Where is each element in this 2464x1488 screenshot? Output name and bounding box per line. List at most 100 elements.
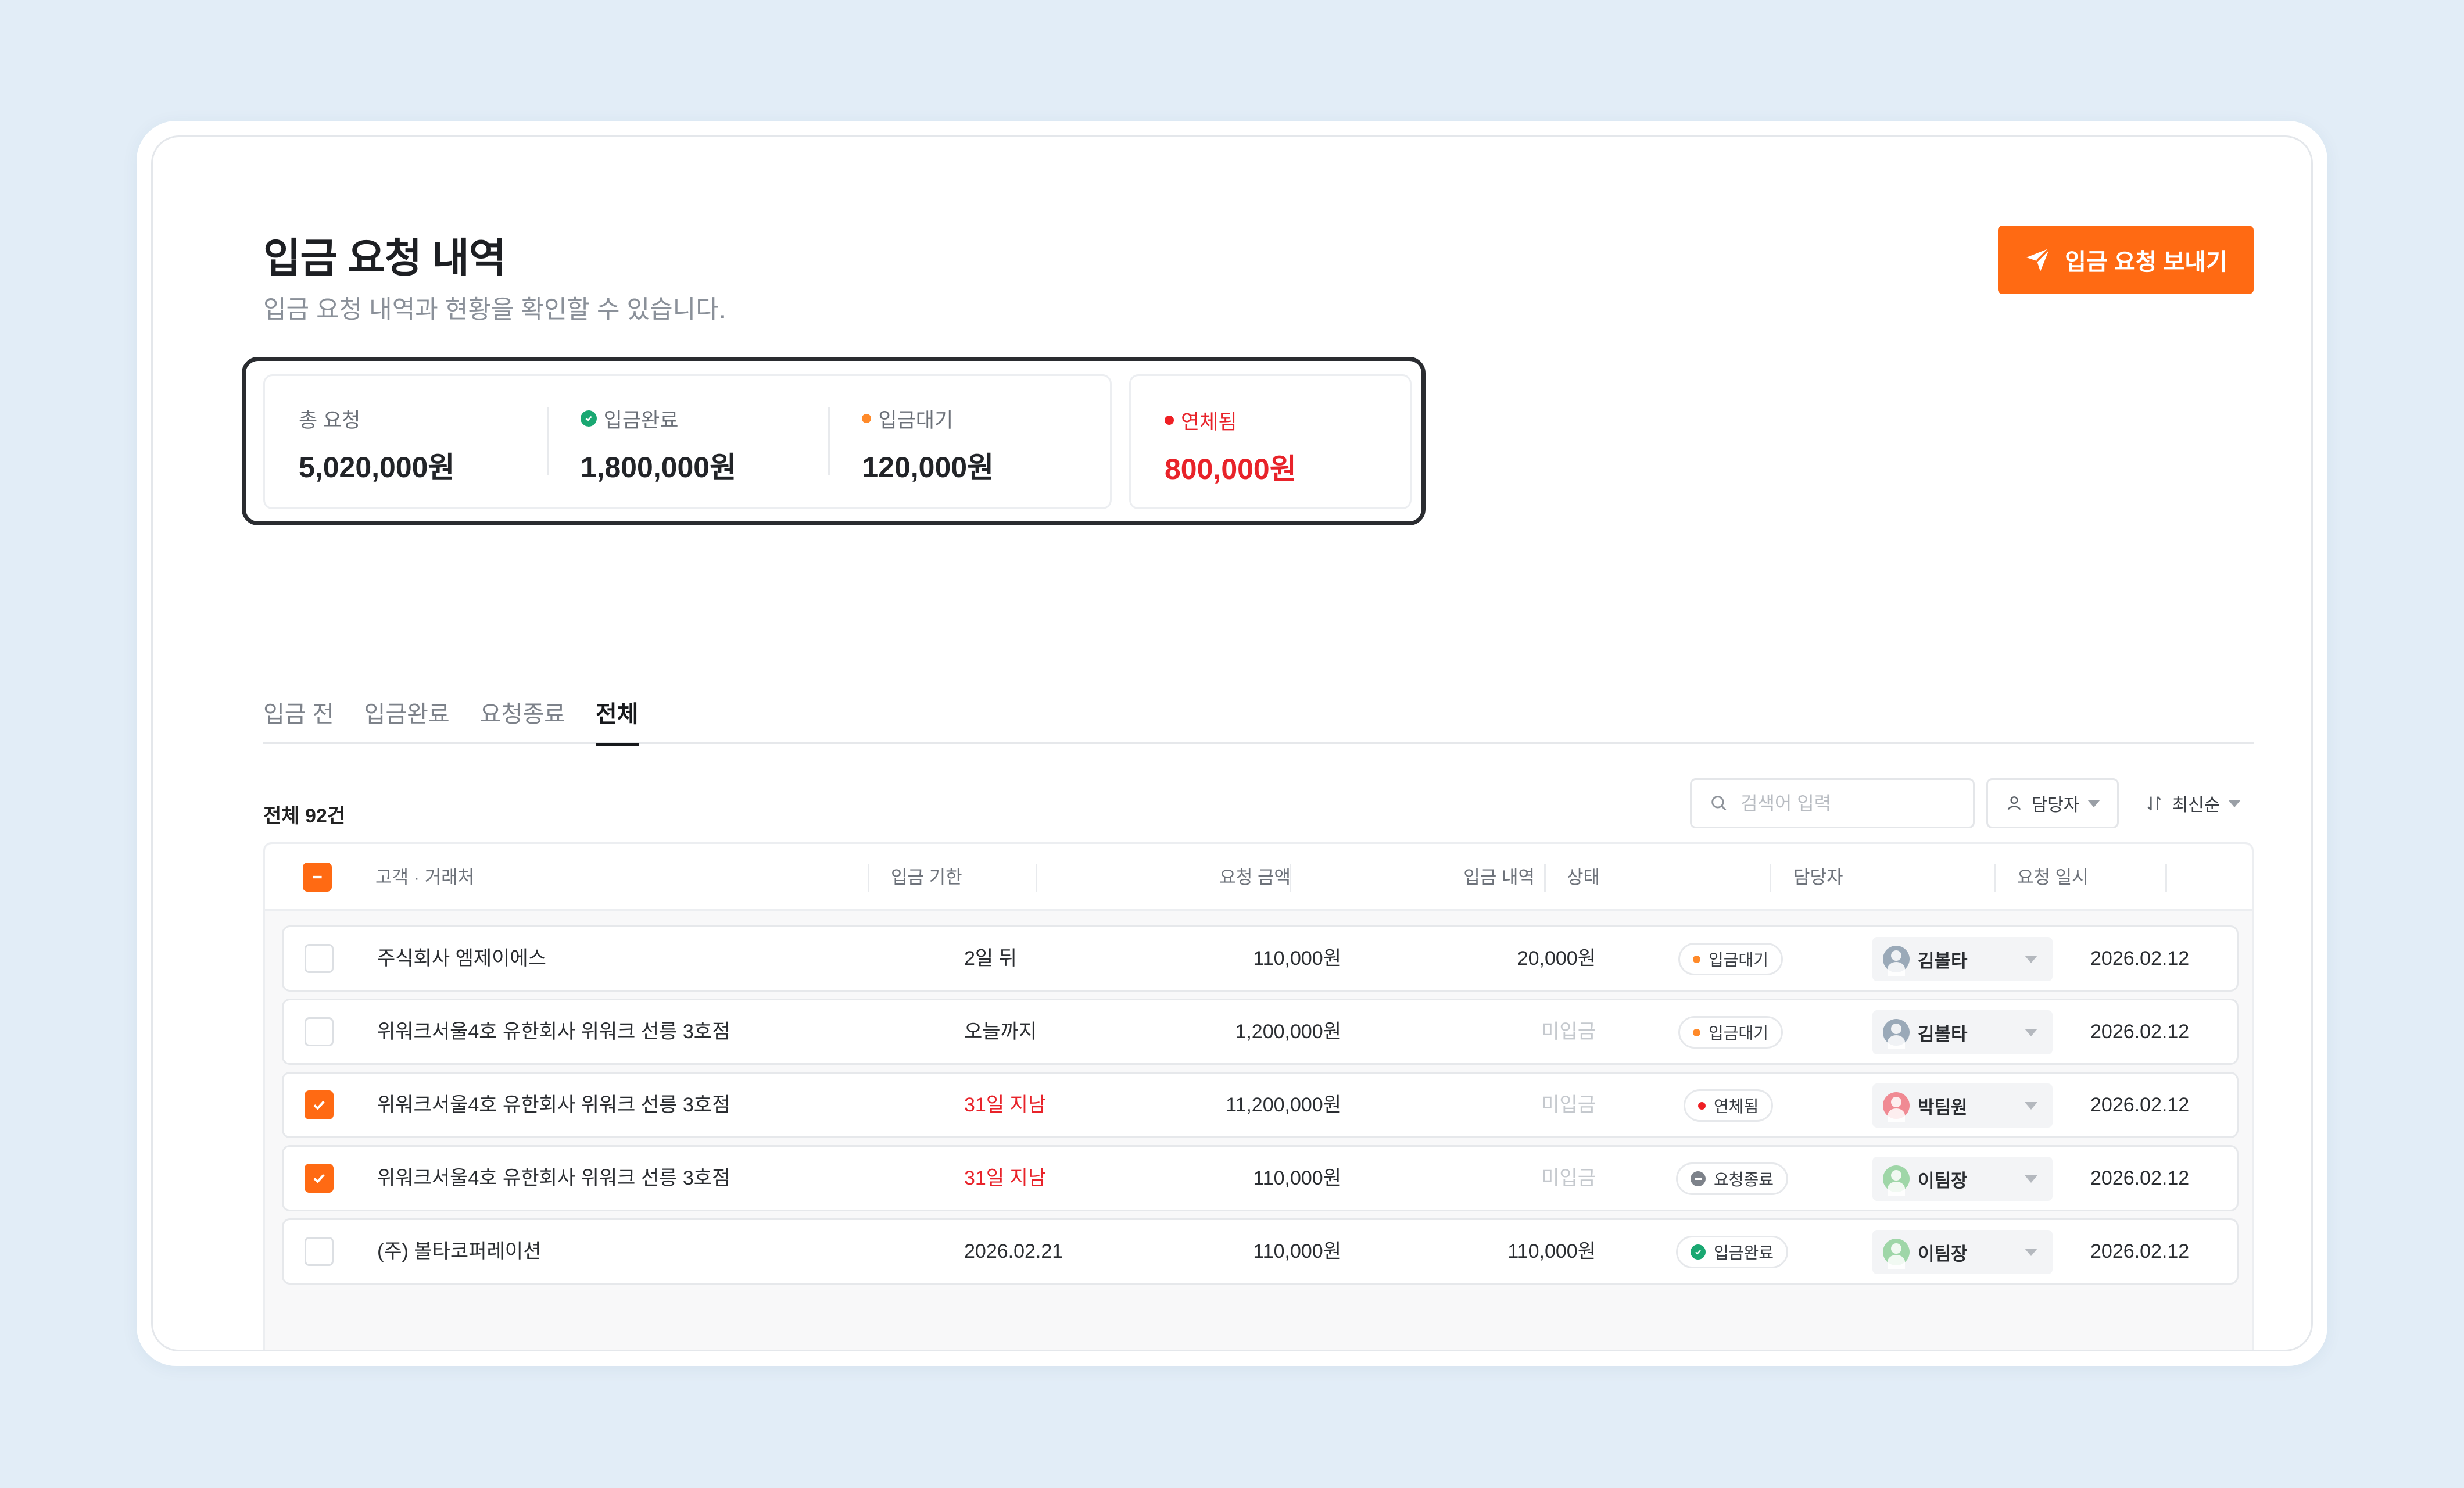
search-input[interactable] — [1740, 792, 1961, 814]
table-row[interactable]: 위워크서울4호 유한회사 위워크 선릉 3호점 31일 지남 110,000원 미입금… — [282, 1145, 2239, 1211]
table-row[interactable]: 주식회사 엠제이에스 2일 뒤 110,000원 20,000원 입금대기 김볼타 2026… — [282, 925, 2239, 992]
avatar — [1883, 1239, 1910, 1269]
check-circle-icon — [580, 410, 597, 427]
tab-closed[interactable]: 요청종료 — [479, 702, 565, 727]
row-checkbox[interactable] — [305, 944, 334, 973]
summary-completed: 입금완료 1,800,000원 — [546, 407, 829, 484]
check-circle-icon — [1691, 1244, 1706, 1260]
assignee-select[interactable]: 김볼타 — [1872, 1010, 2053, 1054]
column-status: 상태 — [1567, 867, 1600, 888]
customer-name: (주) 볼타코퍼레이션 — [377, 1240, 542, 1262]
avatar — [1883, 1019, 1910, 1049]
row-checkbox[interactable] — [305, 1237, 334, 1266]
total-count: 전체 92건 — [263, 805, 346, 827]
request-date: 2026.02.12 — [2090, 1021, 2190, 1043]
request-amount: 1,200,000원 — [1235, 1021, 1341, 1043]
minus-circle-icon — [1691, 1171, 1706, 1186]
avatar — [1883, 946, 1910, 976]
paid-amount: 미입금 — [1541, 1094, 1596, 1116]
column-divider — [2165, 864, 2167, 892]
check-icon — [313, 1174, 325, 1183]
customer-name: 위워크서울4호 유한회사 위워크 선릉 3호점 — [377, 1094, 730, 1116]
assignee-select[interactable]: 박팀원 — [1872, 1083, 2053, 1128]
status-label: 연체됨 — [1714, 1097, 1759, 1115]
status-label: 요청종료 — [1714, 1171, 1774, 1189]
table-header: 고객 · 거래처 입금 기한 요청 금액 입금 내역 상태 담당자 요청 일시 — [265, 844, 2252, 911]
summary-completed-value: 1,800,000원 — [580, 451, 737, 484]
summary-overdue-value: 800,000원 — [1165, 453, 1297, 485]
customer-name: 주식회사 엠제이에스 — [377, 947, 546, 970]
column-assignee: 담당자 — [1793, 867, 1843, 888]
tab-completed[interactable]: 입금완료 — [364, 702, 450, 727]
chevron-down-icon — [2228, 799, 2241, 807]
status-badge: 요청종료 — [1676, 1162, 1789, 1195]
assignee-name: 김볼타 — [1918, 950, 1968, 971]
request-date: 2026.02.12 — [2090, 1094, 2190, 1116]
summary-completed-label: 입금완료 — [603, 409, 679, 432]
send-button-label: 입금 요청 보내기 — [2065, 249, 2227, 275]
overdue-dot-icon — [1165, 416, 1174, 425]
status-label: 입금완료 — [1714, 1244, 1774, 1262]
chevron-down-icon — [2025, 1102, 2037, 1110]
customer-name: 위워크서울4호 유한회사 위워크 선릉 3호점 — [377, 1021, 730, 1043]
row-checkbox[interactable] — [305, 1090, 334, 1119]
sort-button[interactable]: 최신순 — [2132, 778, 2254, 828]
status-badge: 입금대기 — [1678, 1016, 1783, 1049]
pending-dot-icon — [1693, 955, 1700, 963]
paid-amount: 20,000원 — [1517, 947, 1596, 970]
summary-highlight-outline — [242, 357, 1426, 525]
minus-icon — [313, 875, 322, 879]
status-badge: 입금완료 — [1676, 1236, 1789, 1268]
column-due: 입금 기한 — [891, 867, 962, 888]
assignee-name: 박팀원 — [1918, 1097, 1968, 1118]
summary-overdue: 연체됨 800,000원 — [1129, 374, 1412, 509]
assignee-select[interactable]: 김볼타 — [1872, 937, 2053, 981]
user-icon — [2007, 796, 2021, 810]
status-badge: 입금대기 — [1678, 943, 1783, 975]
page-title: 입금 요청 내역 — [263, 235, 506, 281]
search-icon — [1711, 796, 1727, 811]
select-all-checkbox[interactable] — [303, 863, 332, 892]
column-divider — [868, 864, 869, 892]
column-divider — [1544, 864, 1546, 892]
status-tabs: 입금 전 입금완료 요청종료 전체 — [263, 694, 2254, 746]
page-card: 입금 요청 내역 입금 요청 내역과 현황을 확인할 수 있습니다. 입금 요청… — [151, 135, 2313, 1351]
chevron-down-icon — [2025, 1175, 2037, 1183]
summary-total: 총 요청 5,020,000원 — [265, 407, 547, 484]
table-row[interactable]: 위워크서울4호 유한회사 위워크 선릉 3호점 오늘까지 1,200,000원 미입금… — [282, 999, 2239, 1065]
chevron-down-icon — [2087, 799, 2101, 807]
summary-overdue-label: 연체됨 — [1181, 410, 1237, 434]
avatar — [1883, 1165, 1910, 1196]
table-row[interactable]: 위워크서울4호 유한회사 위워크 선릉 3호점 31일 지남 11,200,000원… — [282, 1072, 2239, 1138]
tab-all[interactable]: 전체 — [595, 694, 639, 746]
summary-pending: 입금대기 120,000원 — [828, 407, 1110, 484]
tab-before-payment[interactable]: 입금 전 — [263, 702, 334, 727]
row-checkbox[interactable] — [305, 1164, 334, 1193]
summary-total-label: 총 요청 — [299, 409, 361, 432]
assignee-name: 이팀장 — [1918, 1243, 1968, 1264]
table-row[interactable]: (주) 볼타코퍼레이션 2026.02.21 110,000원 110,000원 입금완… — [282, 1218, 2239, 1285]
assignee-name: 김볼타 — [1918, 1024, 1968, 1045]
chevron-down-icon — [2025, 956, 2037, 963]
page-content: 입금 요청 내역 입금 요청 내역과 현황을 확인할 수 있습니다. 입금 요청… — [242, 137, 2254, 1350]
overdue-dot-icon — [1698, 1101, 1706, 1110]
row-checkbox[interactable] — [305, 1017, 334, 1046]
avatar — [1883, 1092, 1910, 1122]
column-divider — [1290, 864, 1291, 892]
column-divider — [1770, 864, 1771, 892]
due-date: 2026.02.21 — [964, 1240, 1063, 1262]
summary-pending-label: 입금대기 — [878, 409, 954, 432]
summary-panel: 총 요청 5,020,000원 입금완료 1,800,000원 입금대기 120… — [263, 374, 1112, 509]
send-payment-request-button[interactable]: 입금 요청 보내기 — [1998, 226, 2254, 294]
request-amount: 11,200,000원 — [1226, 1094, 1341, 1116]
search-box[interactable] — [1690, 778, 1975, 828]
paid-amount: 110,000원 — [1507, 1240, 1596, 1262]
assignee-select[interactable]: 이팀장 — [1872, 1230, 2053, 1274]
chevron-down-icon — [2025, 1029, 2037, 1036]
assignee-select[interactable]: 이팀장 — [1872, 1157, 2053, 1201]
column-paid: 입금 내역 — [1463, 867, 1535, 888]
pending-dot-icon — [862, 414, 872, 423]
paid-amount: 미입금 — [1541, 1167, 1596, 1189]
assignee-filter-button[interactable]: 담당자 — [1986, 778, 2119, 828]
send-icon — [2026, 247, 2051, 271]
